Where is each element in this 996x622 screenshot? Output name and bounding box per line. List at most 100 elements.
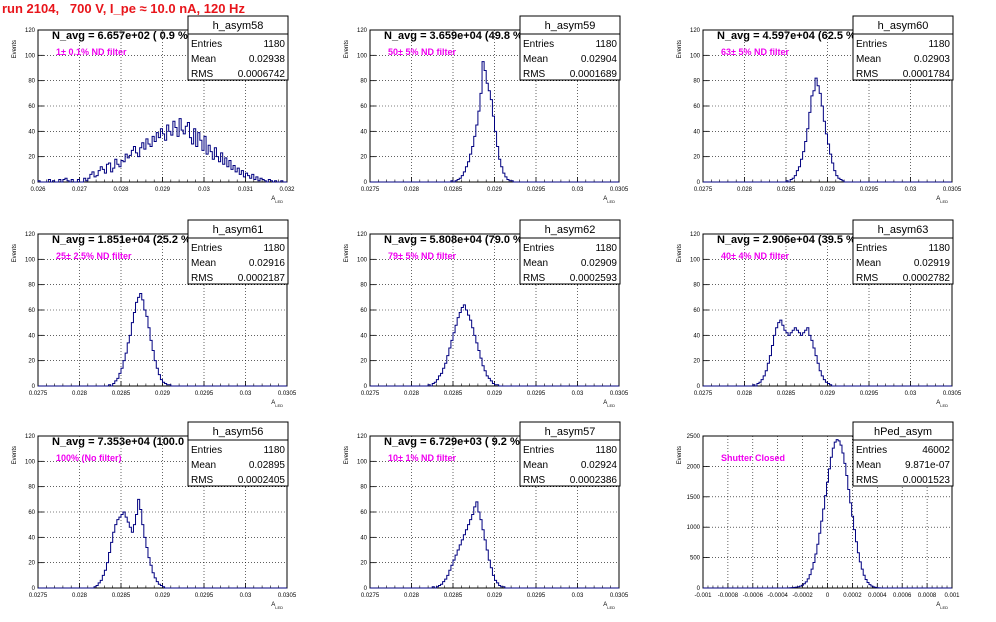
x-tick-label: 0.0285 (112, 593, 131, 599)
y-axis-label: Events (344, 244, 350, 262)
x-tick-label: -0.0004 (768, 593, 789, 599)
stats-key: Entries (856, 445, 887, 456)
run-info-header: run 2104, 700 V, I_pe ≈ 10.0 nA, 120 Hz (2, 1, 245, 16)
y-axis-label: Events (12, 446, 18, 464)
x-axis-label-subscript: LED (940, 403, 948, 408)
hist-name-label: h_asym56 (213, 426, 264, 438)
x-tick-label: 0.028 (404, 391, 420, 397)
histogram-panel: 0.0275 0.028 0.0285 0.029 0.0295 0.03 0.0305 0 2… (677, 219, 962, 408)
histogram-panel: 0.0275 0.028 0.0285 0.029 0.0295 0.03 0.0305 0 2… (677, 15, 962, 204)
y-tick-label: 120 (25, 28, 36, 34)
y-tick-label: 20 (693, 359, 700, 365)
x-tick-label: 0.028 (113, 187, 129, 193)
filter-label: 79± 5% ND filter (388, 251, 456, 261)
x-tick-label: 0.001 (944, 593, 960, 599)
x-tick-label: 0.029 (820, 187, 836, 193)
x-axis-label-subscript: LED (607, 199, 615, 204)
y-tick-label: 120 (690, 232, 701, 238)
y-tick-label: 20 (360, 155, 367, 161)
y-tick-label: 1500 (687, 495, 701, 501)
y-tick-label: 0 (364, 180, 368, 186)
stats-key: RMS (856, 475, 879, 486)
x-axis-label-subscript: LED (275, 403, 283, 408)
stats-key: Mean (523, 54, 548, 65)
stats-value: 46002 (922, 445, 950, 456)
y-tick-label: 40 (360, 535, 367, 541)
x-tick-label: 0.028 (72, 593, 88, 599)
histogram-outline (703, 439, 952, 589)
x-axis-label-subscript: LED (275, 605, 283, 610)
stats-value: 1180 (928, 39, 950, 50)
hist-name-label: h_asym62 (545, 224, 596, 236)
stats-key: Mean (523, 258, 548, 269)
y-tick-label: 100 (25, 53, 36, 59)
n-avg-label: N_avg = 6.729e+03 ( 9.2 %) (384, 436, 524, 448)
x-tick-label: 0.028 (404, 593, 420, 599)
x-axis-label-subscript: LED (607, 605, 615, 610)
y-tick-label: 120 (690, 28, 701, 34)
x-tick-label: 0.0295 (195, 593, 214, 599)
x-axis-label: ALED (271, 602, 283, 610)
y-tick-label: 2000 (687, 464, 701, 470)
x-tick-label: 0.0285 (444, 391, 463, 397)
x-tick-label: 0.032 (279, 187, 295, 193)
filter-label: 50± 5% ND filter (388, 47, 456, 57)
x-tick-label: 0.031 (238, 187, 254, 193)
x-axis-label: ALED (936, 400, 948, 408)
stats-value: 0.02904 (581, 54, 618, 65)
stats-key: Mean (523, 460, 548, 471)
histogram-panel: 0.0275 0.028 0.0285 0.029 0.0295 0.03 0.0305 0 2… (344, 219, 629, 408)
x-axis-label: ALED (603, 602, 615, 610)
x-tick-label: 0.029 (487, 187, 503, 193)
stats-key: Mean (856, 258, 881, 269)
x-tick-label: 0.0275 (694, 391, 713, 397)
x-tick-label: 0.0275 (361, 391, 380, 397)
stats-box (187, 33, 289, 81)
y-tick-label: 120 (357, 28, 368, 34)
y-tick-label: 0 (32, 384, 36, 390)
y-tick-label: 100 (357, 257, 368, 263)
stats-box (852, 439, 954, 487)
x-tick-label: 0.0305 (610, 391, 629, 397)
x-tick-label: 0.0295 (860, 391, 879, 397)
x-tick-label: 0 (826, 593, 830, 599)
x-axis-label-subscript: LED (607, 403, 615, 408)
stats-key: RMS (856, 273, 879, 284)
x-tick-label: 0.0275 (694, 187, 713, 193)
y-axis-label: Events (677, 40, 683, 58)
n-avg-label: N_avg = 5.808e+04 (79.0 %) (384, 234, 527, 246)
x-tick-label: 0.026 (30, 187, 46, 193)
filter-label: Shutter Closed (721, 453, 785, 463)
y-tick-label: 40 (28, 535, 35, 541)
stats-value: 0.0001784 (903, 69, 951, 80)
stats-value: 0.02924 (581, 460, 618, 471)
x-tick-label: 0.0285 (444, 187, 463, 193)
histogram-outline (38, 498, 287, 589)
x-tick-label: 0.0305 (943, 187, 962, 193)
stats-key: Mean (191, 258, 216, 269)
y-tick-label: 500 (690, 556, 701, 562)
x-tick-label: 0.0305 (278, 391, 297, 397)
n-avg-label: N_avg = 1.851e+04 (25.2 %) (52, 234, 195, 246)
x-tick-label: 0.0285 (444, 593, 463, 599)
stats-value: 0.02895 (249, 460, 286, 471)
y-tick-label: 60 (360, 308, 367, 314)
y-tick-label: 40 (693, 333, 700, 339)
y-tick-label: 20 (28, 155, 35, 161)
x-tick-label: 0.03 (572, 187, 584, 193)
x-tick-label: 0.028 (72, 391, 88, 397)
x-axis-label: ALED (603, 196, 615, 204)
hist-name-label: h_asym60 (878, 20, 929, 32)
x-tick-label: 0.0008 (918, 593, 937, 599)
hist-name-label: h_asym57 (545, 426, 596, 438)
y-axis-label: Events (12, 40, 18, 58)
stats-key: Entries (523, 445, 554, 456)
filter-label: 40± 4% ND filter (721, 251, 789, 261)
stats-value: 0.0001689 (570, 69, 618, 80)
stats-key: Entries (856, 39, 887, 50)
stats-box (519, 439, 621, 487)
histogram-outline (370, 501, 619, 589)
x-tick-label: 0.03 (572, 391, 584, 397)
filter-label: 100% (No filter) (56, 453, 122, 463)
stats-box (519, 237, 621, 285)
